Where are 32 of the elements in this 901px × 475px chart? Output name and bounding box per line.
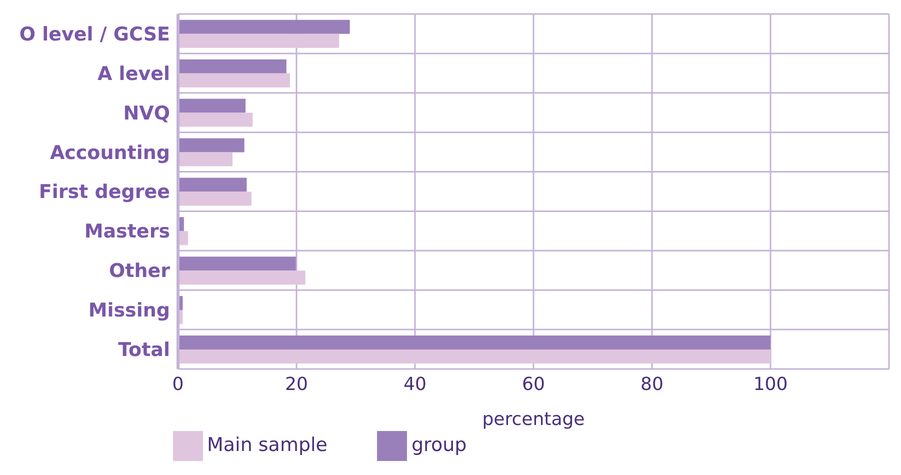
bar <box>178 335 770 350</box>
x-tick-label: 40 <box>404 374 426 395</box>
y-tick-label: O level / GCSE <box>19 23 170 46</box>
legend-label: group <box>411 434 467 456</box>
bar <box>178 59 286 74</box>
x-axis-title: percentage <box>482 409 585 430</box>
bar <box>178 152 233 166</box>
bar <box>178 112 253 127</box>
x-tick-label: 20 <box>285 374 308 395</box>
bar <box>178 349 770 364</box>
x-tick-label: 60 <box>522 374 545 395</box>
x-tick-label: 80 <box>640 374 664 395</box>
bar <box>178 34 340 48</box>
y-tick-label: Total <box>118 339 170 362</box>
bar <box>178 98 246 113</box>
bar <box>178 192 252 206</box>
legend-label: Main sample <box>207 434 328 456</box>
y-tick-label: NVQ <box>123 102 170 124</box>
x-tick-label: 0 <box>172 374 184 395</box>
bar <box>178 178 247 192</box>
y-tick-label: Masters <box>84 220 170 243</box>
bar <box>178 73 290 88</box>
y-tick-label: Accounting <box>50 142 170 164</box>
bar <box>178 20 350 34</box>
bar <box>178 270 306 285</box>
y-tick-label: Missing <box>88 300 170 322</box>
bar <box>178 256 296 271</box>
x-tick-label: 100 <box>753 374 788 395</box>
y-tick-label: First degree <box>38 181 170 204</box>
y-tick-label: Other <box>108 260 171 282</box>
bar <box>178 138 244 152</box>
y-tick-label: A level <box>97 62 170 85</box>
